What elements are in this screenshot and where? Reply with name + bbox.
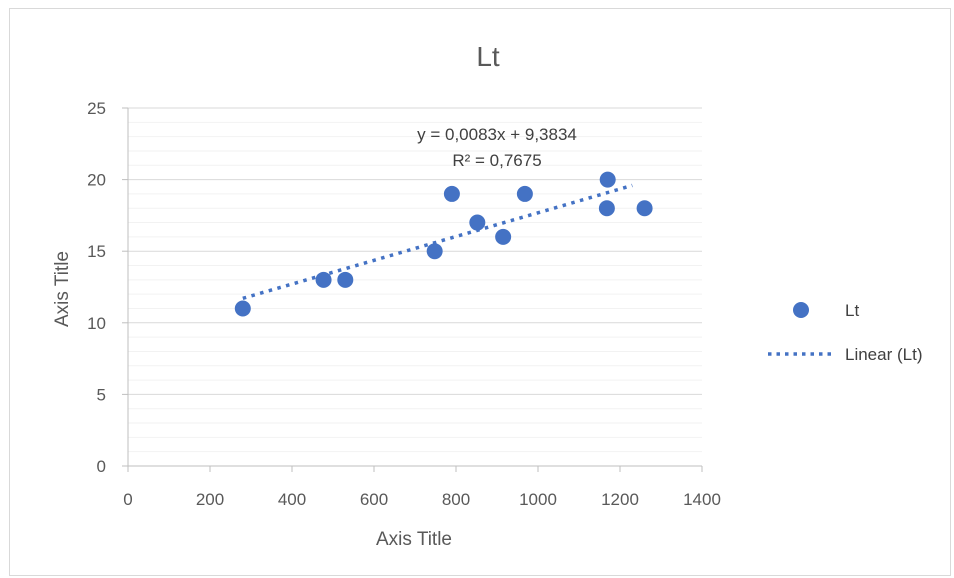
data-point [234, 300, 251, 317]
data-point [469, 214, 486, 231]
y-axis-title: Axis Title [52, 251, 73, 327]
y-tick-label: 5 [97, 385, 106, 404]
data-point [599, 171, 616, 188]
x-tick-label: 0 [123, 490, 132, 509]
x-tick-label: 400 [278, 490, 306, 509]
data-point [495, 228, 512, 245]
tick-labels: 0 200 400 600 800 1000 1200 1400 0 5 10 15 20 25 [87, 99, 721, 509]
data-point [426, 243, 443, 260]
x-tick-label: 1200 [601, 490, 639, 509]
legend-label-trendline: Linear (Lt) [845, 345, 922, 364]
trendline-group [242, 183, 633, 301]
legend-label-lt: Lt [845, 301, 859, 320]
x-tick-label: 1000 [519, 490, 557, 509]
y-tick-label: 25 [87, 99, 106, 118]
x-tick-label: 200 [196, 490, 224, 509]
y-tick-label: 20 [87, 171, 106, 190]
legend: Lt Linear (Lt) [768, 301, 922, 364]
axes [122, 107, 703, 472]
x-axis-title: Axis Title [376, 529, 452, 550]
data-point [443, 185, 460, 202]
data-point [337, 271, 354, 288]
trendline-equation: y = 0,0083x + 9,3834 [417, 125, 577, 144]
chart-area [9, 8, 951, 576]
trendline-r-squared: R² = 0,7675 [452, 151, 541, 170]
legend-marker-lt [793, 302, 809, 318]
data-point [598, 200, 615, 217]
chart-title: Lt [476, 41, 500, 72]
x-tick-label: 800 [442, 490, 470, 509]
y-tick-label: 10 [87, 314, 106, 333]
data-point [315, 271, 332, 288]
data-point [516, 185, 533, 202]
y-tick-label: 0 [97, 457, 106, 476]
gridlines [128, 107, 702, 453]
y-tick-label: 15 [87, 242, 106, 261]
data-point [636, 200, 653, 217]
data-points [234, 171, 653, 317]
x-tick-label: 600 [360, 490, 388, 509]
x-tick-label: 1400 [683, 490, 721, 509]
trendline [242, 183, 633, 301]
